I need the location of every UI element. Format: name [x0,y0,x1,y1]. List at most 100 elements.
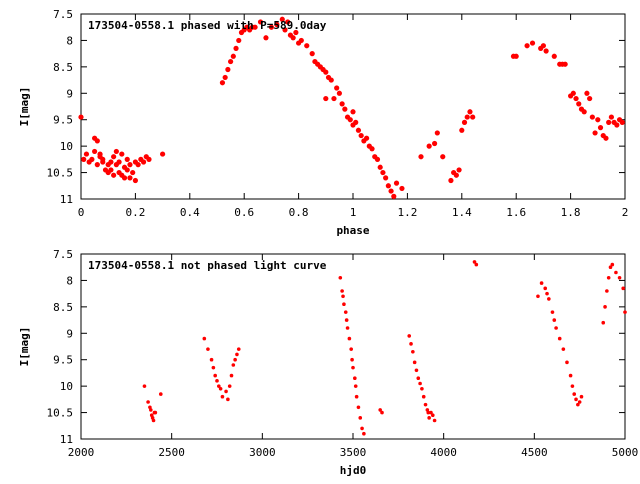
data-point [597,125,604,131]
data-point [127,162,133,168]
data-point [540,43,547,49]
y-tick-label: 7.5 [53,8,73,21]
data-point [461,119,468,125]
data-point [222,74,228,81]
data-point [336,90,342,96]
data-point [601,320,606,325]
data-point [342,106,348,112]
data-point [377,164,383,170]
data-point [595,117,601,123]
data-point [418,381,422,386]
data-point [290,35,296,41]
data-point [92,148,98,155]
y-tick-label: 10.5 [47,167,74,180]
data-point [388,188,394,194]
data-point [220,394,225,399]
data-point [570,90,576,96]
data-point [226,397,230,402]
data-point [380,410,384,415]
data-point [334,85,340,91]
data-point [374,156,381,162]
data-point [623,310,627,314]
data-point [426,410,431,415]
data-point [233,357,237,362]
y-tick-label: 9 [66,327,73,340]
y-tick-label: 11 [60,193,73,206]
x-tick-label: 1.2 [397,206,417,219]
data-point [407,334,412,338]
data-point [132,177,138,184]
data-point [349,347,353,351]
data-point [89,156,95,162]
data-point [467,109,473,115]
data-point [94,138,100,144]
data-point [328,77,334,83]
data-point [423,402,428,407]
data-point [351,365,355,370]
data-point [552,318,557,322]
data-point [608,265,613,270]
x-tick-label: 4500 [521,446,548,459]
data-point [100,156,106,162]
data-point [127,175,133,181]
y-tick-label: 8 [66,274,73,287]
data-point [603,135,609,141]
data-point [543,286,548,291]
data-point [614,270,618,275]
data-point [570,384,575,388]
data-point [362,431,366,436]
data-point [529,40,536,46]
x-tick-label: 1 [350,206,357,219]
data-point [227,384,232,388]
data-point [215,379,219,383]
data-point [274,21,280,28]
data-point [113,148,119,155]
data-point [206,347,210,351]
data-point [340,289,344,293]
data-point [252,24,258,30]
plot-frame [80,253,626,440]
x-tick-label: 1.6 [506,206,526,219]
data-point [338,275,343,280]
x-tick-label: 2 [622,206,629,219]
y-axis-label: I[mag] [18,87,31,127]
data-point [331,95,337,102]
data-point [350,357,354,362]
data-point [574,397,578,402]
data-point [130,169,136,176]
data-point [524,43,530,49]
data-point [135,162,141,168]
y-tick-label: 9.5 [53,114,73,127]
data-point [426,143,432,149]
data-point [621,286,625,291]
data-point [309,51,315,57]
x-axis-label: hjd0 [340,464,367,477]
x-tick-label: 0.4 [180,206,200,219]
data-point [474,262,479,267]
y-axis-label: I[mag] [18,327,31,367]
data-point [119,151,125,157]
x-tick-label: 0 [78,206,85,219]
data-point [116,159,122,165]
data-point [344,318,349,322]
data-point [298,37,304,44]
data-point [236,347,241,351]
data-point [356,405,361,410]
y-tick-label: 9.5 [53,354,73,367]
data-point [160,151,166,157]
data-point [606,275,611,280]
x-tick-labels: 0 0.2 0.4 0.6 0.8 1 1.2 1.4 1.6 1.8 2 [78,206,629,219]
data-point [354,394,359,399]
data-point [94,162,100,168]
data-point [153,410,158,415]
data-point [355,127,362,133]
data-point [391,193,397,199]
x-tick-label: 3000 [249,446,276,459]
data-point [440,154,446,160]
y-tick-label: 8.5 [53,301,73,314]
tick-marks [80,253,626,440]
data-point [343,310,348,314]
data-point [421,394,426,399]
x-tick-label: 1.8 [561,206,581,219]
data-point [576,402,580,407]
